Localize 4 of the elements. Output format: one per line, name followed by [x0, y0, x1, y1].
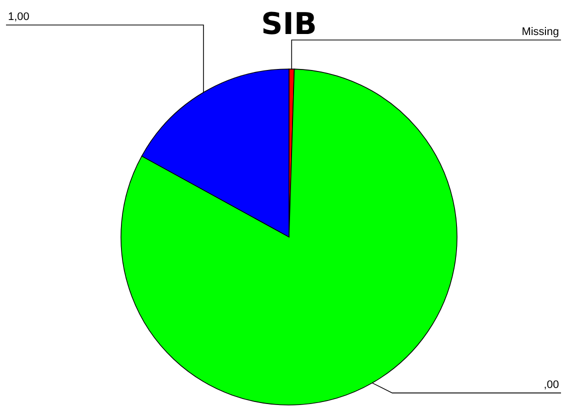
slice-label: 1,00 — [8, 11, 30, 23]
slice-label: ,00 — [544, 378, 559, 391]
chart-title: SIB — [261, 7, 317, 42]
slice-label: Missing — [522, 26, 559, 38]
